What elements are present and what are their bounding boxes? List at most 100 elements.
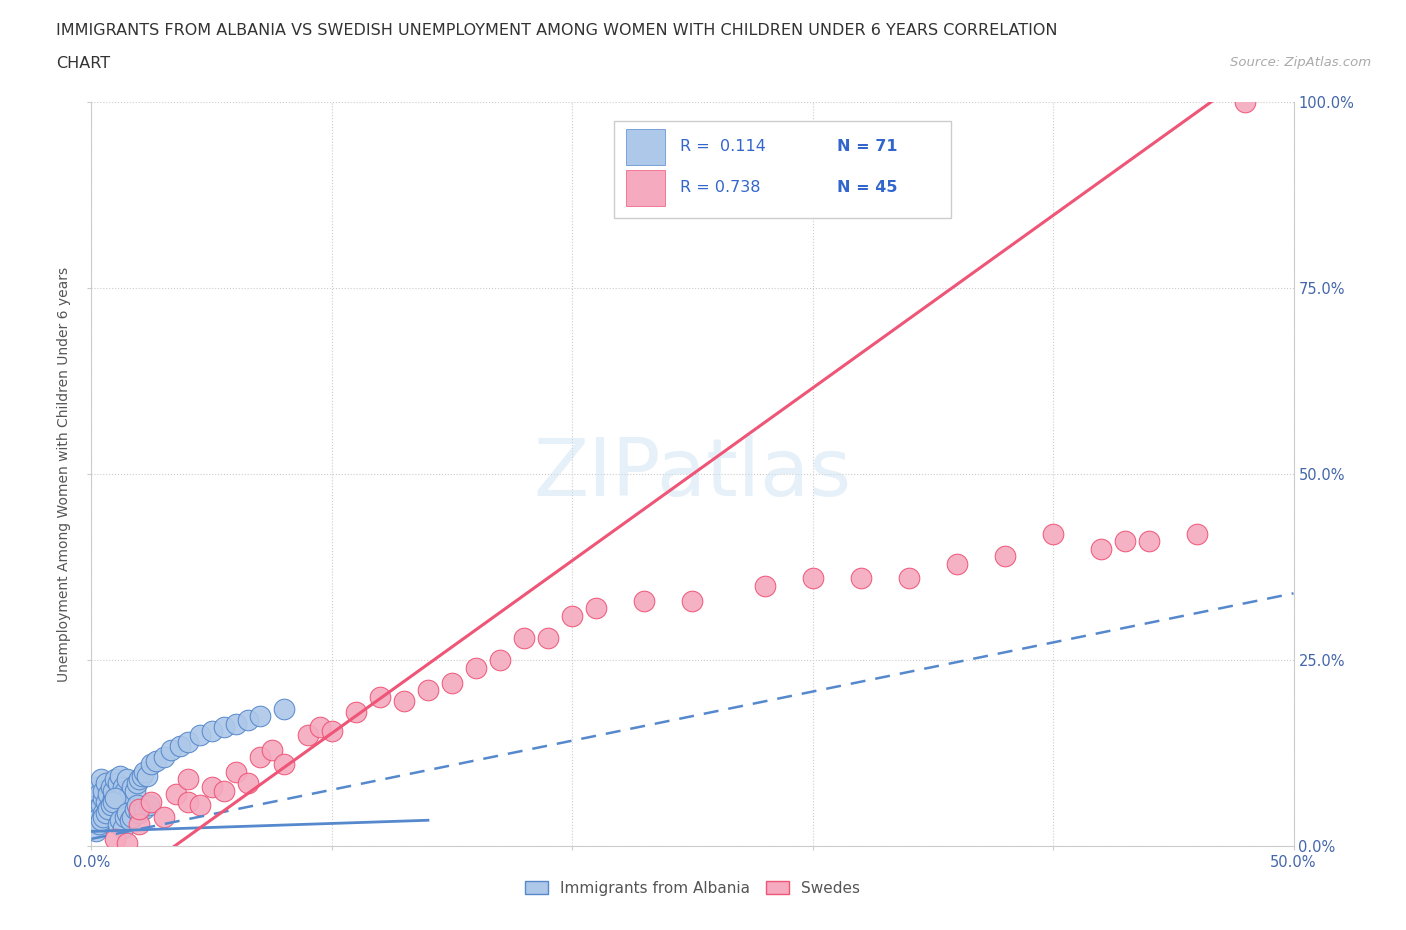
Point — [114, 809, 136, 824]
Point — [118, 813, 141, 828]
Point — [368, 690, 391, 705]
Point — [90, 813, 112, 828]
Point — [93, 805, 115, 820]
Point — [107, 798, 129, 813]
Point — [754, 578, 776, 593]
Point — [849, 571, 872, 586]
Point — [249, 709, 271, 724]
Point — [134, 802, 156, 817]
Point — [104, 772, 127, 787]
Point — [236, 776, 259, 790]
Point — [681, 593, 703, 608]
Point — [308, 720, 330, 735]
Point — [97, 802, 120, 817]
Point — [260, 742, 283, 757]
Point — [104, 790, 127, 805]
Point — [249, 750, 271, 764]
Point — [176, 735, 198, 750]
Point — [392, 694, 415, 709]
Point — [188, 798, 211, 813]
Point — [100, 779, 122, 794]
Point — [169, 738, 191, 753]
Y-axis label: Unemployment Among Women with Children Under 6 years: Unemployment Among Women with Children U… — [58, 267, 72, 682]
Point — [114, 783, 136, 798]
Point — [138, 798, 160, 813]
Point — [125, 798, 148, 813]
Point — [111, 787, 134, 802]
Point — [141, 794, 163, 809]
Point — [107, 817, 129, 831]
Point — [897, 571, 920, 586]
Point — [117, 805, 139, 820]
Point — [145, 753, 167, 768]
Point — [97, 802, 120, 817]
Point — [152, 750, 174, 764]
Point — [94, 805, 117, 820]
Point — [1234, 95, 1257, 110]
Point — [110, 813, 132, 828]
Point — [1042, 526, 1064, 541]
Point — [513, 631, 536, 645]
Point — [93, 809, 115, 824]
Point — [1114, 534, 1136, 549]
Point — [273, 701, 295, 716]
Point — [585, 601, 607, 616]
Point — [561, 608, 583, 623]
Text: R =  0.114: R = 0.114 — [681, 140, 766, 154]
Point — [225, 716, 247, 731]
Point — [104, 831, 127, 846]
Point — [201, 724, 224, 738]
Point — [111, 820, 134, 835]
Point — [188, 727, 211, 742]
Point — [117, 835, 139, 850]
Point — [101, 790, 124, 805]
Point — [90, 772, 112, 787]
Text: N = 71: N = 71 — [837, 140, 897, 154]
Point — [83, 802, 105, 817]
Point — [321, 724, 343, 738]
Point — [128, 805, 150, 820]
Point — [117, 790, 139, 805]
Text: ZIPatlas: ZIPatlas — [533, 435, 852, 513]
Point — [440, 675, 463, 690]
Text: IMMIGRANTS FROM ALBANIA VS SWEDISH UNEMPLOYMENT AMONG WOMEN WITH CHILDREN UNDER : IMMIGRANTS FROM ALBANIA VS SWEDISH UNEMP… — [56, 23, 1057, 38]
Point — [84, 779, 107, 794]
Point — [176, 772, 198, 787]
Point — [141, 757, 163, 772]
Point — [134, 764, 156, 779]
Point — [633, 593, 655, 608]
Point — [212, 720, 235, 735]
Point — [84, 794, 107, 809]
Point — [128, 802, 150, 817]
Point — [344, 705, 367, 720]
Point — [946, 556, 969, 571]
Point — [101, 794, 124, 809]
Point — [994, 549, 1017, 564]
Point — [87, 817, 110, 831]
Point — [273, 757, 295, 772]
Point — [110, 768, 132, 783]
Point — [212, 783, 235, 798]
Point — [104, 794, 127, 809]
Point — [101, 783, 124, 798]
FancyBboxPatch shape — [626, 129, 665, 165]
Point — [1187, 526, 1209, 541]
Point — [165, 787, 187, 802]
Point — [121, 809, 143, 824]
Point — [93, 783, 115, 798]
Point — [100, 798, 122, 813]
Point — [1137, 534, 1160, 549]
Point — [176, 794, 198, 809]
Point — [128, 772, 150, 787]
Point — [124, 802, 146, 817]
Point — [124, 783, 146, 798]
Point — [97, 787, 120, 802]
Point — [131, 768, 153, 783]
Point — [489, 653, 512, 668]
Point — [84, 824, 107, 839]
Point — [465, 660, 488, 675]
Point — [152, 809, 174, 824]
Point — [87, 787, 110, 802]
Point — [111, 779, 134, 794]
Point — [87, 809, 110, 824]
